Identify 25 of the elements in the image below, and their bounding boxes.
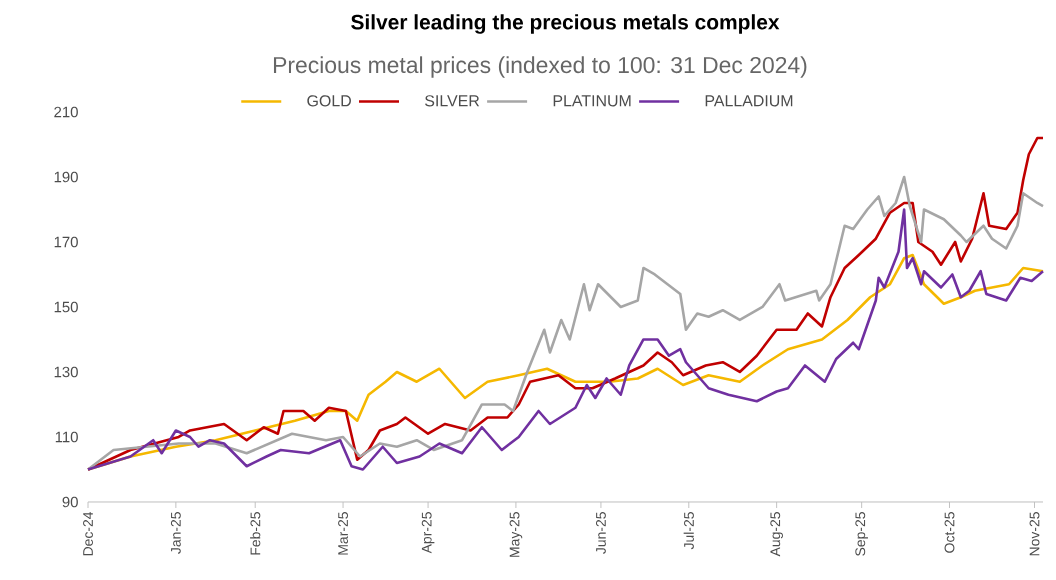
- x-tick-label: Mar-25: [338, 512, 348, 555]
- chart-title: Silver leading the precious metals complex: [351, 14, 780, 34]
- x-tick-label: Aug-25: [770, 512, 783, 557]
- x-tick-label: Jun-25: [595, 512, 606, 554]
- x-tick-label: Dec-24: [83, 511, 93, 556]
- legend-label: PALLADIUM: [705, 95, 793, 107]
- y-tick-label: 90: [62, 496, 78, 508]
- y-tick-label: 150: [54, 301, 78, 313]
- y-tick-label: 110: [55, 431, 78, 443]
- legend-label: SILVER: [425, 95, 480, 107]
- x-tick-label: Nov-25: [1029, 512, 1040, 556]
- x-tick-label: Oct-25: [944, 512, 955, 553]
- y-tick-label: 190: [54, 171, 78, 183]
- x-tick-label: Sep-25: [855, 512, 868, 556]
- x-tick-label: Feb-25: [250, 512, 261, 555]
- x-tick-label: Jul-25: [683, 512, 694, 550]
- y-tick-label: 130: [54, 366, 78, 378]
- x-tick-label: Apr-25: [421, 512, 435, 554]
- legend-label: GOLD: [307, 95, 351, 107]
- y-tick-label: 210: [54, 106, 78, 118]
- chart-subtitle: Precious metal prices (indexed to 100: 31 Dec 2024): [273, 56, 807, 78]
- legend-label: PLATINUM: [553, 95, 631, 107]
- y-tick-label: 170: [54, 236, 78, 248]
- x-tick-label: May-25: [509, 512, 523, 557]
- x-tick-label: Jan-25: [170, 512, 181, 554]
